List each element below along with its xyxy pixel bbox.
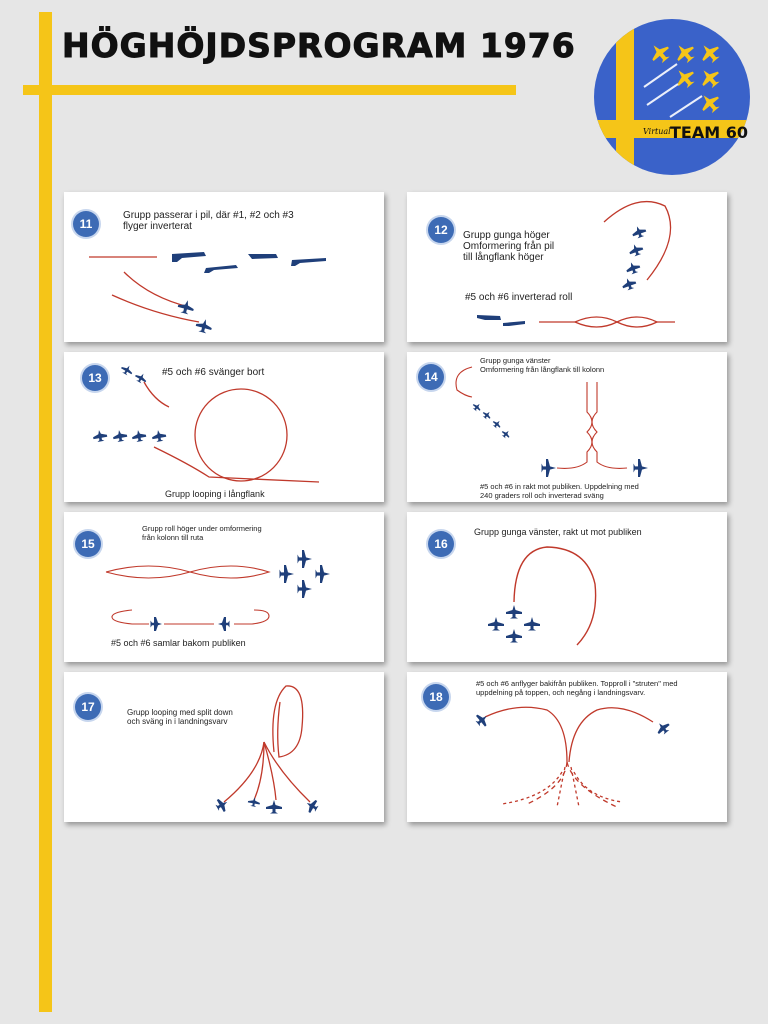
caption-14b: #5 och #6 in rakt mot publiken. Uppdelni… xyxy=(480,482,639,500)
caption-14a: Grupp gunga vänster Omformering från lån… xyxy=(480,356,605,374)
caption-16: Grupp gunga vänster, rakt ut mot publike… xyxy=(474,527,642,537)
page-title: HÖGHÖJDSPROGRAM 1976 xyxy=(62,26,576,66)
maneuver-card-14: 14 Grupp gunga vänster Omformering från … xyxy=(407,352,727,502)
maneuver-diagram-13 xyxy=(93,365,320,483)
caption-17: Grupp looping med split down och sväng i… xyxy=(127,708,233,726)
caption-15a: Grupp roll höger under omformering från … xyxy=(142,524,262,542)
maneuver-diagram-16 xyxy=(488,546,597,646)
maneuver-diagram-12 xyxy=(477,200,675,328)
caption-11: Grupp passerar i pil, där #1, #2 och #3 … xyxy=(123,210,294,232)
maneuver-card-17: 17 Grupp looping med split down och svän… xyxy=(64,672,384,822)
maneuver-card-12: 12 Grupp gunga höger Omformering från pi… xyxy=(407,192,727,342)
caption-15b: #5 och #6 samlar bakom publiken xyxy=(111,638,246,648)
vertical-accent-bar xyxy=(39,12,52,1012)
caption-12b: #5 och #6 inverterad roll xyxy=(465,292,573,303)
maneuver-diagram-14 xyxy=(455,366,648,477)
maneuver-diagram-15 xyxy=(105,550,330,631)
maneuver-diagram-18 xyxy=(475,706,670,809)
badge-13: 13 xyxy=(82,365,108,391)
badge-18: 18 xyxy=(423,684,449,710)
horizontal-accent-bar xyxy=(23,85,516,95)
svg-text:TEAM 60: TEAM 60 xyxy=(670,123,748,142)
svg-text:Virtual: Virtual xyxy=(643,127,671,136)
badge-16: 16 xyxy=(428,531,454,557)
maneuver-card-15: 15 Grupp roll höger under omformering fr… xyxy=(64,512,384,662)
badge-12: 12 xyxy=(428,217,454,243)
maneuver-diagram-17 xyxy=(215,685,319,814)
caption-13b: Grupp looping i långflank xyxy=(165,489,265,499)
maneuver-card-13: 13 #5 och #6 svänger bort Grupp looping … xyxy=(64,352,384,502)
maneuver-diagram-11 xyxy=(89,252,326,334)
badge-15: 15 xyxy=(75,531,101,557)
caption-18: #5 och #6 anflyger bakifrån publiken. To… xyxy=(476,679,678,697)
badge-17: 17 xyxy=(75,694,101,720)
team-60-logo: Virtual TEAM 60 xyxy=(594,19,750,175)
maneuver-card-16: 16 Grupp gunga vänster, rakt ut mot publ… xyxy=(407,512,727,662)
maneuver-card-18: 18 #5 och #6 anflyger bakifrån publiken.… xyxy=(407,672,727,822)
badge-14: 14 xyxy=(418,364,444,390)
caption-12a: Grupp gunga höger Omformering från pil t… xyxy=(463,230,555,263)
badge-11: 11 xyxy=(73,211,99,237)
caption-13a: #5 och #6 svänger bort xyxy=(162,367,265,378)
maneuver-card-11: 11 Grupp passerar i pil, där #1, #2 och … xyxy=(64,192,384,342)
